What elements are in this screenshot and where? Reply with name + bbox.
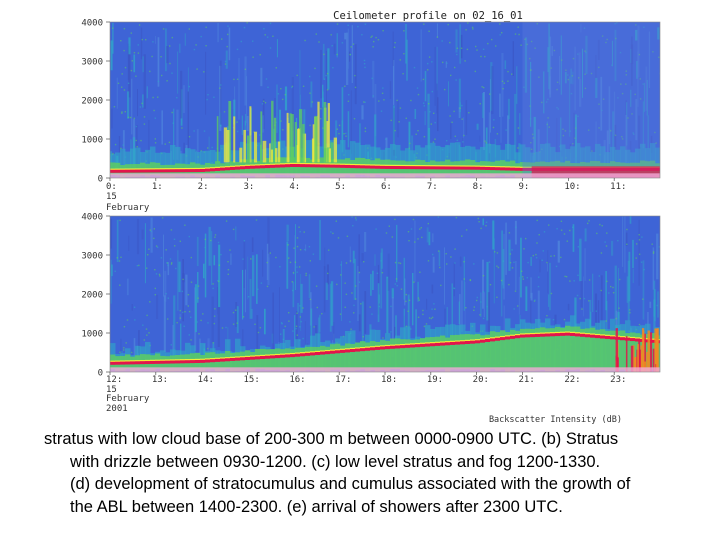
drizzle-return	[531, 166, 660, 178]
y-tick-label: 2000	[81, 97, 103, 107]
date-label: 2001	[106, 404, 128, 414]
x-tick-label: 5:	[335, 182, 346, 192]
caption-line-4: the ABL between 1400-2300. (e) arrival o…	[70, 497, 563, 516]
date-label: 15	[106, 385, 117, 395]
y-tick-label: 3000	[81, 58, 103, 68]
date-label: February	[106, 203, 150, 213]
caption-line-2: with drizzle between 0930-1200. (c) low …	[70, 452, 601, 471]
x-tick-label: 6:	[381, 182, 392, 192]
x-tick-label: 16:	[289, 375, 305, 385]
x-tick-label: 1:	[152, 182, 163, 192]
x-tick-label: 18:	[381, 375, 397, 385]
y-tick-label: 1000	[81, 136, 103, 146]
x-tick-label: 15:	[244, 375, 260, 385]
y-tick-label: 3000	[81, 252, 103, 262]
surface-layer	[110, 367, 660, 372]
chart-title: Ceilometer profile on 02_16_01	[333, 10, 523, 22]
x-tick-label: 8:	[473, 182, 484, 192]
x-tick-label: 20:	[473, 375, 489, 385]
y-tick-label: 2000	[81, 291, 103, 301]
drizzle-zone	[522, 22, 660, 178]
x-tick-label: 19:	[427, 375, 443, 385]
caption-line-1: stratus with low cloud base of 200-300 m…	[44, 430, 619, 448]
x-tick-label: 4:	[289, 182, 300, 192]
convective-plumes	[216, 100, 338, 163]
heatmap-panel-2: 0 1000 2000 3000 4000 12: 13: 14: 15: 16: 17: 18: 19…	[81, 213, 661, 425]
x-tick-label: 10:	[564, 182, 580, 192]
y-tick-label: 1000	[81, 330, 103, 340]
surface-layer	[110, 173, 660, 178]
heatmap-panel-1: 0 1000 2000 3000 4000 0: 1: 2: 3: 4: 5: 6: 7: 8: 9: 10:…	[81, 19, 661, 213]
y-tick-label: 0	[98, 175, 103, 185]
x-tick-label: 2:	[198, 182, 209, 192]
x-tick-label: 21:	[519, 375, 535, 385]
figure-caption: stratus with low cloud base of 200-300 m…	[44, 428, 694, 518]
caption-line-3: (d) development of stratocumulus and cum…	[70, 475, 631, 493]
x-tick-label: 17:	[335, 375, 351, 385]
x-tick-label: 0:	[106, 182, 117, 192]
x-tick-label: 7:	[427, 182, 438, 192]
y-tick-label: 4000	[81, 19, 103, 29]
x-tick-label: 3:	[244, 182, 255, 192]
ceilometer-chart: Ceilometer profile on 02_16_01 0 1000 2000 3…	[81, 10, 661, 425]
date-label: February	[106, 394, 150, 404]
x-tick-label: 14:	[198, 375, 214, 385]
x-tick-label: 22:	[564, 375, 580, 385]
x-tick-label: 13:	[152, 375, 168, 385]
y-tick-label: 4000	[81, 213, 103, 223]
x-tick-label: 12:	[106, 375, 122, 385]
y-tick-label: 0	[98, 369, 103, 379]
x-tick-label: 11:	[610, 182, 626, 192]
ceilometer-figure: Ceilometer profile on 02_16_01 0 1000 2000 3…	[81, 10, 661, 425]
x-tick-label: 9:	[519, 182, 530, 192]
colorbar-label: Backscatter Intensity (dB)	[489, 415, 622, 425]
x-tick-label: 23:	[610, 375, 626, 385]
date-label: 15	[106, 192, 117, 202]
